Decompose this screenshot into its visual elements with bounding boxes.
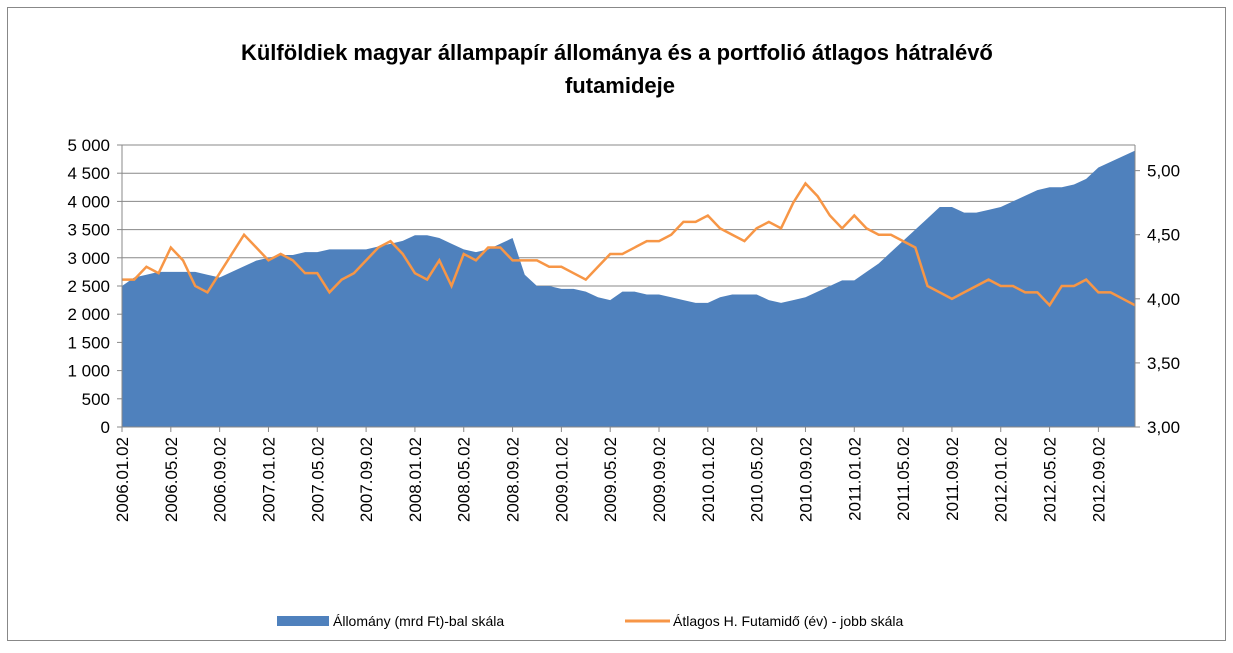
x-tick-label: 2009.01.02 <box>552 437 571 522</box>
x-tick-label: 2007.05.02 <box>308 437 327 522</box>
title-line: futamideje <box>565 73 675 98</box>
legend-label: Állomány (mrd Ft)-bal skála <box>333 613 504 629</box>
x-tick-label: 2008.01.02 <box>406 437 425 522</box>
y2-tick-label: 3,00 <box>1147 418 1180 437</box>
line <box>122 181 1136 308</box>
y2-tick-label: 5,00 <box>1147 162 1180 181</box>
y-tick-label: 4 500 <box>67 164 110 183</box>
x-tick-label: 2006.09.02 <box>211 437 230 522</box>
y-tick-label: 3 500 <box>67 221 110 240</box>
x-tick-label: 2010.05.02 <box>748 437 767 522</box>
x-tick-label: 2010.01.02 <box>699 437 718 522</box>
legend-swatch <box>277 616 329 626</box>
x-tick-label: 2007.09.02 <box>357 437 376 522</box>
x-tick-label: 2008.05.02 <box>455 437 474 522</box>
y-tick-label: 2 000 <box>67 305 110 324</box>
title-line: Külföldiek magyar állampapír állománya é… <box>241 40 993 65</box>
x-tick-label: 2011.05.02 <box>894 437 913 521</box>
x-tick-label: 2006.05.02 <box>162 437 181 522</box>
x-tick-label: 2009.09.02 <box>650 437 669 522</box>
y2-tick-label: 4,00 <box>1147 290 1180 309</box>
x-tick-label: 2012.01.02 <box>992 437 1011 522</box>
y-tick-label: 5 000 <box>67 136 110 155</box>
y-tick-label: 500 <box>82 390 110 409</box>
x-tick-label: 2011.09.02 <box>943 437 962 521</box>
x-tick-label: 2009.05.02 <box>601 437 620 522</box>
legend-label: Átlagos H. Futamidő (év) - jobb skála <box>673 613 904 629</box>
y-tick-label: 0 <box>101 418 110 437</box>
chart-title: Külföldiek magyar állampapír állománya é… <box>241 40 999 98</box>
y-tick-label: 2 500 <box>67 277 110 296</box>
x-tick-label: 2010.09.02 <box>796 437 815 522</box>
y-tick-label: 3 000 <box>67 249 110 268</box>
x-tick-label: 2007.01.02 <box>259 437 278 522</box>
y-tick-label: 4 000 <box>67 192 110 211</box>
x-tick-label: 2008.09.02 <box>504 437 523 522</box>
y2-tick-label: 3,50 <box>1147 354 1180 373</box>
x-tick-label: 2011.01.02 <box>845 437 864 521</box>
area <box>122 150 1135 427</box>
x-tick-label: 2006.01.02 <box>113 437 132 522</box>
x-tick-label: 2012.09.02 <box>1089 437 1108 522</box>
y-tick-label: 1 000 <box>67 362 110 381</box>
x-tick-label: 2012.05.02 <box>1041 437 1060 522</box>
y-tick-label: 1 500 <box>67 333 110 352</box>
y2-tick-label: 4,50 <box>1147 226 1180 245</box>
